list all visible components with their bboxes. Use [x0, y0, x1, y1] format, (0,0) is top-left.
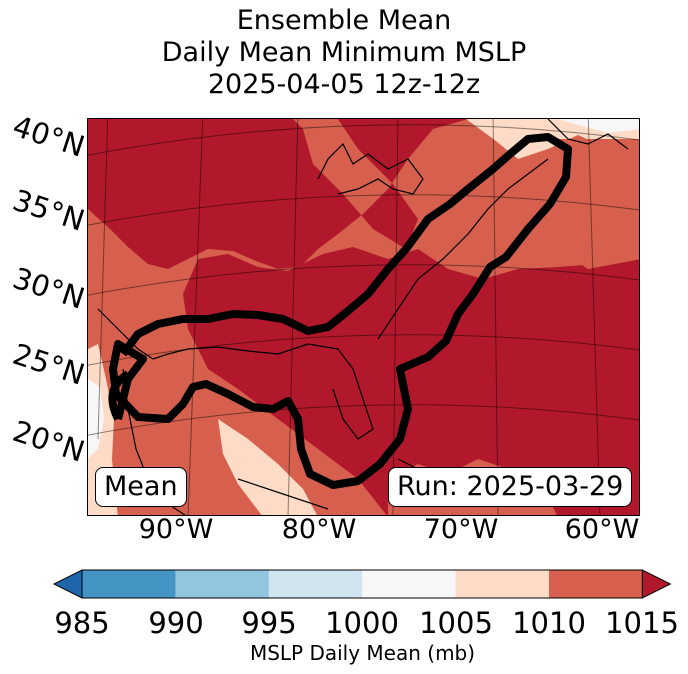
colorbar-tick-1015: 1015 — [605, 606, 679, 640]
colorbar-segment — [455, 570, 550, 598]
title-line-3: 2025-04-05 12z-12z — [207, 69, 481, 100]
lon-label-90: 90°W — [138, 514, 214, 545]
field-1015-northwest — [88, 119, 639, 269]
title-line-2: Daily Mean Minimum MSLP — [161, 37, 527, 68]
colorbar-tick-985: 985 — [54, 606, 110, 640]
colorbar-segment — [268, 570, 363, 598]
colorbar-tick-990: 990 — [148, 606, 204, 640]
lat-label-35: 35°N — [8, 182, 89, 238]
colorbar-segment — [175, 570, 270, 598]
field-1000-ne — [558, 119, 639, 133]
colorbar-tick-1010: 1010 — [512, 606, 586, 640]
lat-label-40: 40°N — [8, 108, 89, 164]
map-panel — [87, 118, 640, 516]
field-1015-south — [183, 247, 639, 515]
run-badge: Run: 2025-03-29 — [388, 467, 633, 507]
colorbar-tick-1000: 1000 — [325, 606, 399, 640]
colorbar-segment — [549, 570, 643, 598]
graticule — [88, 119, 639, 515]
lon-label-80: 80°W — [281, 514, 357, 545]
colorbar-tick-1005: 1005 — [419, 606, 493, 640]
mean-badge: Mean — [95, 467, 187, 507]
field-1000-west — [88, 379, 104, 459]
colorbar-tick-995: 995 — [241, 606, 297, 640]
lon-label-60: 60°W — [564, 514, 640, 545]
lon-label-70: 70°W — [423, 514, 499, 545]
lat-label-20: 20°N — [8, 413, 89, 469]
lat-label-25: 25°N — [8, 336, 89, 392]
title-line-1: Ensemble Mean — [236, 5, 452, 36]
colorbar-extend-high — [641, 569, 672, 599]
colorbar-segment — [82, 570, 176, 598]
mslp-contour — [109, 133, 572, 489]
field-1010-east — [548, 139, 639, 269]
field-1005-south — [218, 419, 317, 515]
lat-label-30: 30°N — [8, 260, 89, 316]
mslp-map — [88, 119, 639, 515]
colorbar-label: MSLP Daily Mean (mb) — [249, 641, 476, 665]
colorbar-outline — [81, 569, 643, 599]
colorbar — [52, 569, 672, 599]
mslp-contour-inner — [108, 370, 131, 421]
colorbar-extend-low — [52, 569, 83, 599]
colorbar-segment — [362, 570, 457, 598]
